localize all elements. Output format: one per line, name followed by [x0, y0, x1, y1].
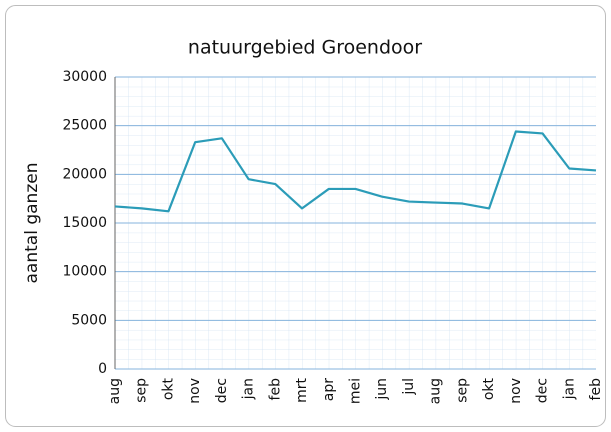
x-tick-label: jan — [561, 378, 577, 400]
x-tick-label: okt — [160, 377, 176, 400]
x-tick-label: apr — [321, 378, 337, 401]
y-tick-label: 25000 — [62, 118, 107, 134]
x-tick-label: mei — [348, 378, 364, 404]
y-tick-label: 5000 — [71, 312, 107, 328]
y-tick-label: 15000 — [62, 215, 107, 231]
x-tick-label: nov — [187, 378, 203, 404]
x-tick-label: aug — [428, 378, 444, 404]
line-series — [114, 130, 597, 213]
x-tick-label: mrt — [294, 377, 310, 402]
y-tick-label: 0 — [98, 361, 107, 377]
y-tick-label: 20000 — [62, 166, 107, 182]
x-tick-label: aug — [107, 378, 123, 404]
x-tick-label: jan — [241, 378, 257, 400]
x-tick-label: jun — [374, 378, 390, 401]
x-tick-label: feb — [588, 378, 604, 401]
y-tick-label: 30000 — [62, 69, 107, 85]
y-tick-label: 10000 — [62, 264, 107, 280]
y-axis-label: aantal ganzen — [22, 163, 42, 284]
x-tick-label: okt — [481, 377, 497, 400]
x-tick-label: dec — [214, 378, 230, 403]
x-tick-label: dec — [535, 378, 551, 403]
chart-title: natuurgebied Groendoor — [188, 37, 422, 59]
x-tick-label: jul — [401, 378, 417, 396]
x-tick-label: sep — [454, 378, 470, 403]
x-tick-label: sep — [134, 378, 150, 403]
x-tick-label: feb — [267, 378, 283, 401]
x-tick-label: nov — [508, 378, 524, 404]
